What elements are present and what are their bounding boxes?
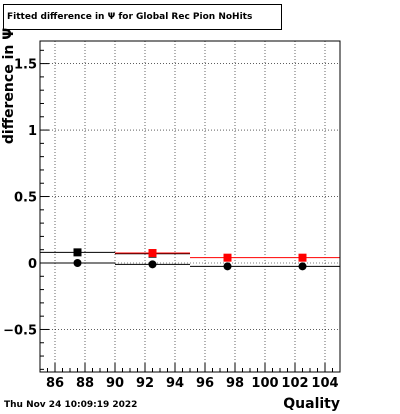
data-point-circle <box>223 262 232 271</box>
x-tick-label: 104 <box>311 376 338 391</box>
data-point-square <box>148 249 157 258</box>
x-tick-label: 88 <box>76 376 94 391</box>
grid-lines <box>40 41 340 372</box>
x-tick-label: 86 <box>46 376 64 391</box>
x-tick-label: 102 <box>281 376 308 391</box>
data-point-square <box>73 248 82 257</box>
y-tick-label: 0 <box>28 257 37 272</box>
x-tick-label: 90 <box>106 376 124 391</box>
x-tick-label: 96 <box>196 376 214 391</box>
data-point-circle <box>73 258 82 267</box>
y-axis-label: difference in Ψ <box>1 27 17 145</box>
data-point-square <box>298 253 307 262</box>
data-series <box>40 248 340 271</box>
x-tick-label: 94 <box>166 376 184 391</box>
data-point-square <box>223 253 232 262</box>
data-point-circle <box>298 262 307 271</box>
x-tick-label: 92 <box>136 376 154 391</box>
y-tick-label: 1.5 <box>14 58 37 73</box>
data-point-circle <box>148 260 157 269</box>
chart-title: Fitted difference in Ψ for Global Rec Pi… <box>3 4 282 30</box>
x-axis-label: Quality <box>283 396 340 412</box>
timestamp: Thu Nov 24 10:09:19 2022 <box>4 400 138 410</box>
y-tick-label: 0.5 <box>14 191 37 206</box>
y-tick-label: −0.5 <box>3 323 37 338</box>
tick-labels: 86 88 90 92 94 96 98 100 102 104 −0.5 0 0.5 1 1.5 <box>3 58 338 391</box>
axis-ticks <box>39 49 341 372</box>
x-tick-label: 98 <box>226 376 244 391</box>
y-tick-label: 1 <box>28 124 37 139</box>
x-tick-label: 100 <box>251 376 278 391</box>
